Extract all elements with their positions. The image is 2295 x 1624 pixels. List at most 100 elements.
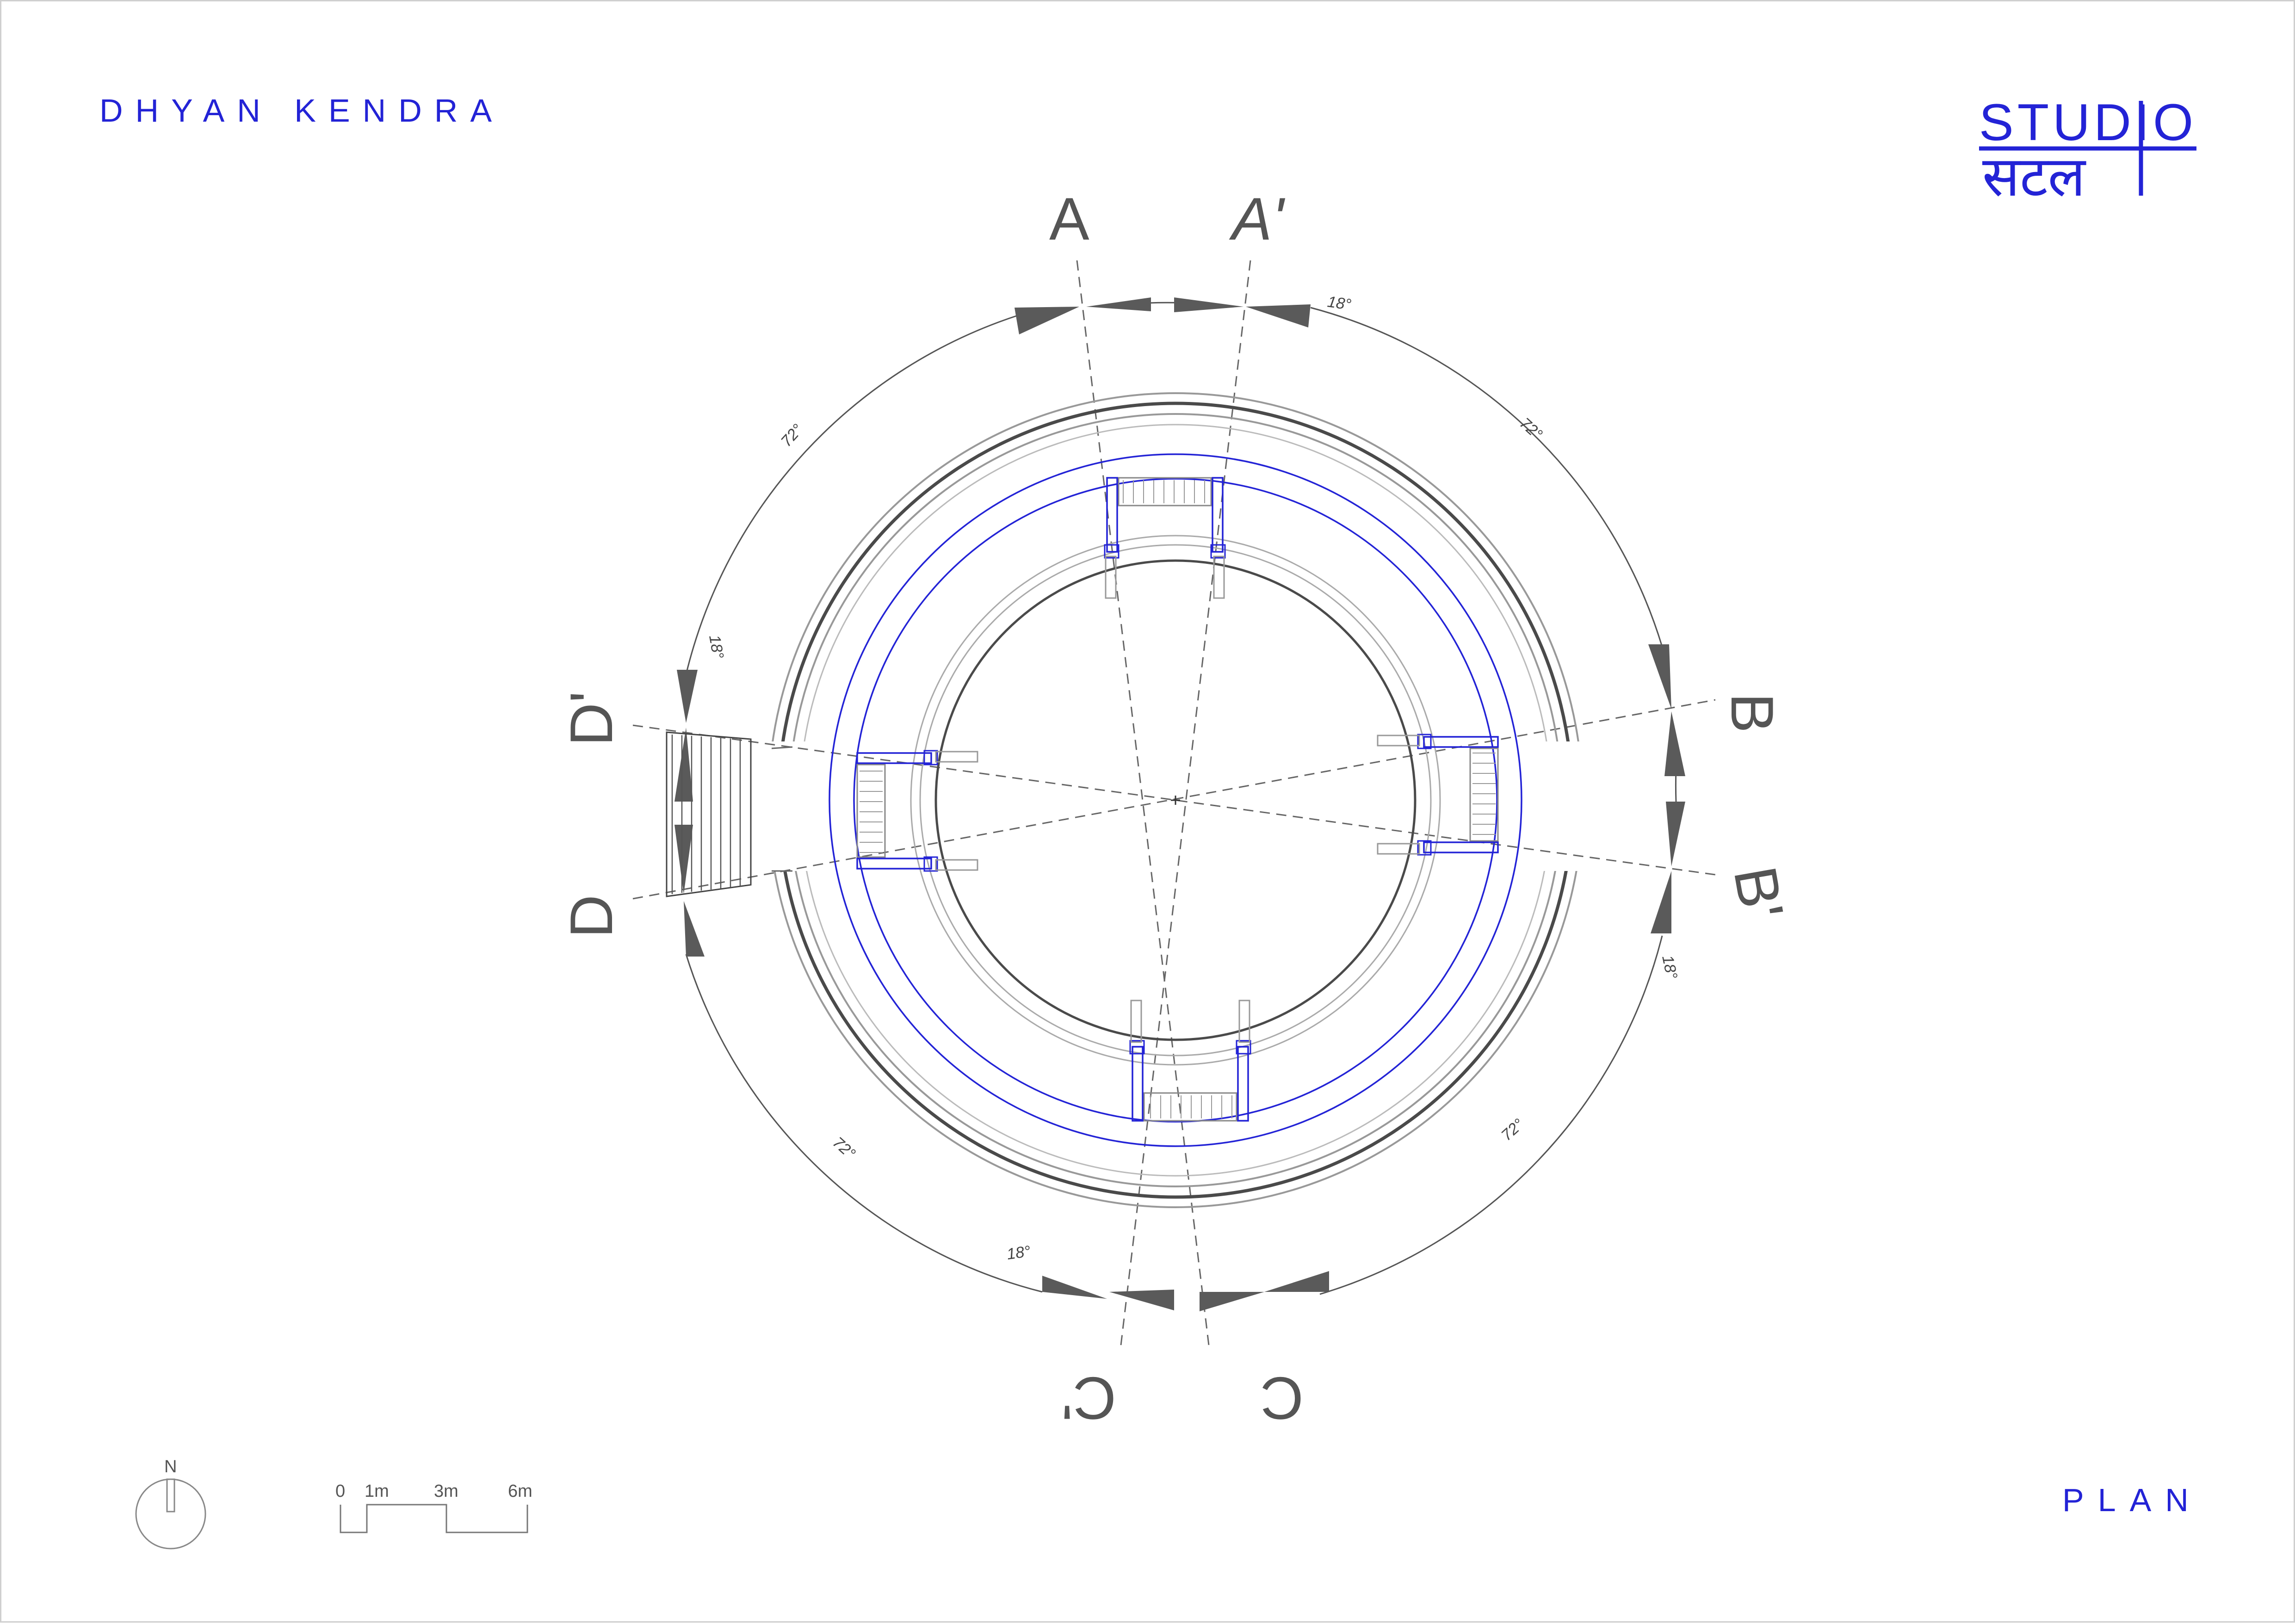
scale-bar: 0 1m 3m 6m <box>335 1482 532 1533</box>
arrowhead <box>1246 304 1311 327</box>
section-label-d: D <box>557 895 625 938</box>
portal-cap <box>923 856 938 872</box>
north-pointer <box>166 1478 175 1513</box>
angle-label-top-right-72: 72° <box>1516 414 1546 444</box>
scale-tick-1m: 1m <box>365 1482 389 1501</box>
inner-ring-mid <box>919 544 1432 1056</box>
arrowhead <box>1109 1290 1174 1310</box>
portal-cap <box>1417 840 1432 856</box>
portal-pier-right <box>1423 841 1499 853</box>
arrowhead <box>1651 871 1671 933</box>
section-label-c: C <box>1260 1365 1304 1432</box>
portal-pier-left <box>856 858 932 870</box>
section-label-d-prime: D' <box>557 691 625 746</box>
portal-cap <box>1104 544 1120 559</box>
center-mark <box>1171 796 1180 805</box>
portal-beam <box>935 751 978 763</box>
scale-bar-line <box>340 1504 528 1533</box>
arrowhead <box>1086 297 1151 311</box>
arc-top-left-72 <box>685 314 1020 675</box>
arrowhead <box>684 901 705 957</box>
section-label-b-prime: B' <box>1721 862 1796 924</box>
portal-stair <box>1118 477 1212 506</box>
blue-ring-inner <box>853 478 1498 1123</box>
portal-pier-left <box>1423 736 1499 748</box>
scale-tick-6m: 6m <box>508 1482 532 1501</box>
portal-beam <box>1130 1000 1142 1043</box>
portal-pier-right <box>856 752 932 764</box>
portal-stair <box>856 764 886 858</box>
arc-top-right-72 <box>1310 307 1663 647</box>
step-treads <box>671 735 741 894</box>
portal-beam <box>1213 556 1225 599</box>
portal-cap <box>1417 734 1432 749</box>
logo-latin-text: STUDIO <box>1979 93 2197 151</box>
entrance-steps <box>666 731 752 897</box>
arrowhead <box>1174 297 1243 312</box>
angle-label-left-18: 18° <box>705 634 727 660</box>
arrowhead <box>1015 307 1079 334</box>
section-line-a-c <box>1076 260 1210 1346</box>
north-label: N <box>164 1457 177 1476</box>
portal-beam <box>1377 735 1420 747</box>
angle-label-right-18: 18° <box>1658 954 1681 981</box>
blue-rings <box>829 453 1522 1147</box>
portal-stair <box>1143 1092 1237 1122</box>
arrowhead <box>1664 711 1685 776</box>
arrowhead <box>674 728 693 802</box>
dimension-arrowheads <box>674 297 1685 1311</box>
portal-pier-right <box>1212 477 1224 553</box>
portal-stair <box>1469 747 1499 842</box>
section-line-d-b <box>632 699 1716 900</box>
section-label-b: B <box>1719 693 1786 733</box>
arrowhead <box>1042 1276 1107 1299</box>
angle-label-top-18: 18° <box>1326 293 1352 314</box>
sheet-label: PLAN <box>2062 1482 2202 1518</box>
portal-pier-right <box>1132 1046 1144 1122</box>
portal-pier-left <box>1237 1046 1249 1122</box>
portal <box>1377 734 1499 856</box>
portal-beam <box>1105 556 1117 599</box>
arc-bottom-right-72 <box>1319 935 1663 1295</box>
studio-logo: STUDIO सटल <box>1979 93 2197 209</box>
arrowhead <box>1648 644 1671 709</box>
section-lines <box>632 260 1716 1346</box>
north-circle <box>135 1478 206 1550</box>
north-arrow: N <box>135 1457 206 1550</box>
arrowhead <box>677 670 698 723</box>
arrowhead <box>1666 802 1685 866</box>
inner-ring-outer-edge <box>910 535 1441 1066</box>
angle-label-top-left-72: 72° <box>778 421 807 451</box>
portals <box>856 477 1499 1122</box>
scale-tick-3m: 3m <box>434 1482 458 1501</box>
arrowhead <box>674 825 693 894</box>
scale-tick-0: 0 <box>335 1482 345 1501</box>
portal-cap <box>1236 1040 1251 1055</box>
portal-cap <box>923 750 938 766</box>
project-title: DHYAN KENDRA <box>99 93 505 129</box>
portal <box>856 750 978 872</box>
section-label-c-prime: C' <box>1061 1365 1116 1432</box>
portal <box>1129 1000 1251 1122</box>
entrance-gap-edges <box>771 746 793 872</box>
portal-pier-left <box>1106 477 1118 553</box>
section-label-a-prime: A' <box>1229 185 1286 253</box>
blue-ring-outer <box>829 453 1522 1147</box>
portal-cap <box>1210 544 1226 559</box>
steps-outline <box>666 731 752 897</box>
angle-label-bottom-left-72: 72° <box>829 1134 859 1163</box>
logo-devanagari-text: सटल <box>1982 145 2087 209</box>
portal-beam <box>935 859 978 871</box>
section-label-a: A <box>1049 185 1089 253</box>
angle-label-bottom-18: 18° <box>1006 1242 1032 1263</box>
arrowhead <box>1264 1271 1329 1292</box>
portal-cap <box>1129 1040 1145 1055</box>
angle-label-bottom-right-72: 72° <box>1498 1115 1528 1144</box>
arrowhead <box>1200 1292 1264 1311</box>
portal <box>1104 477 1226 599</box>
inner-rings <box>910 535 1441 1066</box>
arc-bottom-left-72 <box>685 954 1043 1293</box>
gap-edge <box>771 746 793 749</box>
